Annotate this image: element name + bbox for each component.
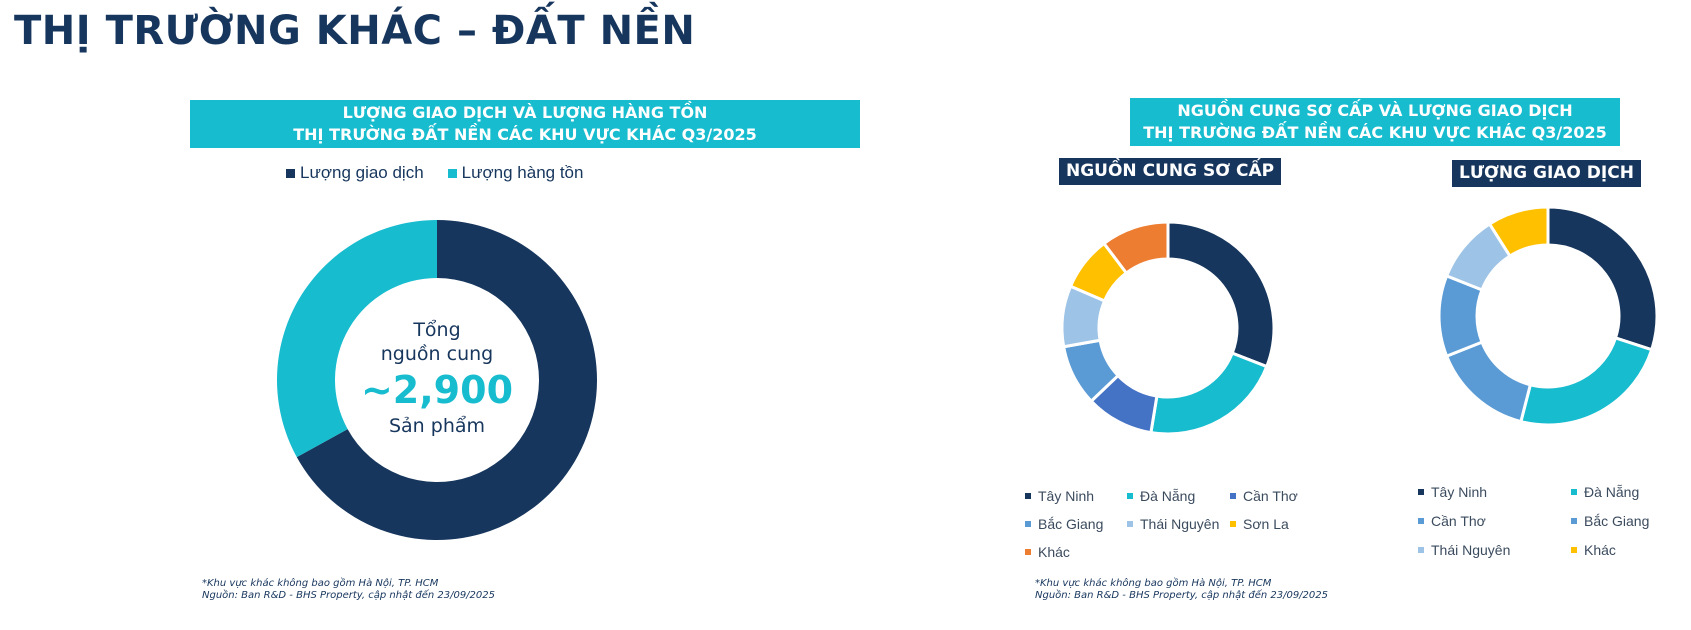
donut-slice-đà-nẵng xyxy=(1519,336,1654,427)
left-footnote-line2: Nguồn: Ban R&D - BHS Property, cập nhật … xyxy=(202,590,495,601)
supply-chart-title: NGUỒN CUNG SƠ CẤP xyxy=(1059,158,1282,185)
legend-label: Thái Nguyên xyxy=(1431,542,1511,558)
legend-swatch xyxy=(1025,549,1031,555)
legend-swatch xyxy=(1127,521,1133,527)
legend-label: Khác xyxy=(1038,544,1070,560)
supply-legend-item: Bắc Giang xyxy=(1025,516,1103,532)
donut-slice-tây-ninh xyxy=(1546,205,1659,352)
transaction-legend-item: Tây Ninh xyxy=(1418,484,1487,500)
legend-swatch xyxy=(1230,521,1236,527)
legend-swatch xyxy=(1230,493,1236,499)
transaction-chart-title: LƯỢNG GIAO DỊCH xyxy=(1452,160,1641,187)
donut-slice-lượng-giao-dịch xyxy=(296,220,597,540)
donut-center-label: Tổng nguồn cung ~2,900 Sản phẩm xyxy=(347,318,527,438)
legend-label: Tây Ninh xyxy=(1431,484,1488,500)
legend-label-inventory: Lượng hàng tồn xyxy=(461,163,584,182)
left-chart-legend: Lượng giao dịch Lượng hàng tồn xyxy=(286,163,583,183)
supply-legend-item: Đà Nẵng xyxy=(1127,488,1195,504)
donut-slice-khác xyxy=(1488,205,1550,258)
page-title: THỊ TRƯỜNG KHÁC – ĐẤT NỀN xyxy=(14,8,696,54)
legend-swatch xyxy=(1025,493,1031,499)
legend-swatch xyxy=(1418,547,1424,553)
supply-legend-item: Cần Thơ xyxy=(1230,488,1298,504)
legend-label: Đà Nẵng xyxy=(1584,484,1640,500)
legend-label: Thái Nguyên xyxy=(1140,516,1220,532)
center-line2: nguồn cung xyxy=(380,343,494,365)
legend-label: Tây Ninh xyxy=(1038,488,1095,504)
legend-swatch xyxy=(1571,518,1577,524)
transaction-legend-item: Thái Nguyên xyxy=(1418,542,1510,558)
legend-label-transactions: Lượng giao dịch xyxy=(300,163,424,182)
donut-slice-tây-ninh xyxy=(1166,220,1276,369)
transaction-legend-item: Cần Thơ xyxy=(1418,513,1486,529)
legend-item-transactions: Lượng giao dịch xyxy=(286,163,424,183)
legend-label: Sơn La xyxy=(1243,516,1289,532)
legend-label: Khác xyxy=(1584,542,1616,558)
left-footnote: *Khu vực khác không bao gồm Hà Nội, TP. … xyxy=(202,578,495,602)
supply-legend-item: Khác xyxy=(1025,544,1070,560)
legend-label: Cần Thơ xyxy=(1431,513,1486,529)
supply-donut xyxy=(1060,220,1276,436)
legend-swatch xyxy=(1418,518,1424,524)
legend-label: Bắc Giang xyxy=(1584,513,1650,529)
left-banner-line2: THỊ TRƯỜNG ĐẤT NỀN CÁC KHU VỰC KHÁC Q3/2… xyxy=(293,125,757,144)
legend-swatch-transactions xyxy=(286,168,295,178)
left-chart-banner: LƯỢNG GIAO DỊCH VÀ LƯỢNG HÀNG TỒN THỊ TR… xyxy=(190,100,860,148)
legend-swatch xyxy=(1025,521,1031,527)
supply-legend-item: Thái Nguyên xyxy=(1127,516,1219,532)
legend-swatch xyxy=(1571,547,1577,553)
supply-legend-item: Tây Ninh xyxy=(1025,488,1094,504)
legend-swatch xyxy=(1571,489,1577,495)
transaction-legend-item: Bắc Giang xyxy=(1571,513,1649,529)
center-unit: Sản phẩm xyxy=(388,415,486,437)
legend-item-inventory: Lượng hàng tồn xyxy=(447,163,584,183)
right-chart-banner: NGUỒN CUNG SƠ CẤP VÀ LƯỢNG GIAO DỊCH THỊ… xyxy=(1130,98,1620,146)
right-banner-line1: NGUỒN CUNG SƠ CẤP VÀ LƯỢNG GIAO DỊCH xyxy=(1177,101,1573,120)
legend-label: Bắc Giang xyxy=(1038,516,1104,532)
transaction-legend-item: Khác xyxy=(1571,542,1616,558)
donut-slice-khác xyxy=(1102,220,1170,275)
right-footnote-line2: Nguồn: Ban R&D - BHS Property, cập nhật … xyxy=(1035,590,1328,601)
transaction-inventory-donut xyxy=(276,220,597,540)
right-banner-line2: THỊ TRƯỜNG ĐẤT NỀN CÁC KHU VỰC KHÁC Q3/2… xyxy=(1143,123,1607,142)
transaction-donut xyxy=(1437,205,1659,427)
donut-slice-lượng-hàng-tồn xyxy=(276,220,437,458)
legend-swatch xyxy=(1418,489,1424,495)
left-banner-line1: LƯỢNG GIAO DỊCH VÀ LƯỢNG HÀNG TỒN xyxy=(342,103,708,122)
right-footnote: *Khu vực khác không bao gồm Hà Nội, TP. … xyxy=(1035,578,1328,602)
center-line1: Tổng xyxy=(413,319,461,341)
right-footnote-line1: *Khu vực khác không bao gồm Hà Nội, TP. … xyxy=(1035,578,1272,589)
donut-slice-cần-thơ xyxy=(1445,340,1532,424)
left-footnote-line1: *Khu vực khác không bao gồm Hà Nội, TP. … xyxy=(202,578,439,589)
transaction-legend-item: Đà Nẵng xyxy=(1571,484,1639,500)
center-total-value: ~2,900 xyxy=(360,368,514,412)
legend-label: Đà Nẵng xyxy=(1140,488,1196,504)
donut-slice-đà-nẵng xyxy=(1149,351,1269,436)
legend-swatch xyxy=(1127,493,1133,499)
legend-swatch-inventory xyxy=(447,168,457,178)
legend-label: Cần Thơ xyxy=(1243,488,1298,504)
supply-legend-item: Sơn La xyxy=(1230,516,1289,532)
